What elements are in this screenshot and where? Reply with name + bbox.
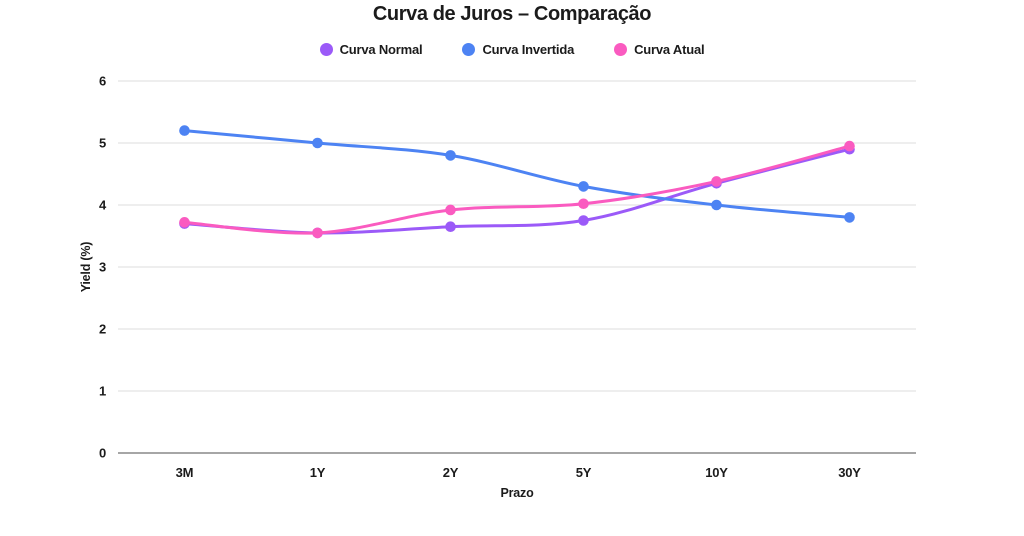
- x-tick-label-2Y: 2Y: [443, 465, 459, 480]
- y-tick-label-6: 6: [99, 74, 106, 89]
- legend-label: Curva Invertida: [482, 42, 575, 57]
- y-tick-label-2: 2: [99, 322, 106, 337]
- data-point-curva-invertida-3M[interactable]: [179, 125, 190, 136]
- x-tick-label-30Y: 30Y: [838, 465, 861, 480]
- legend-label: Curva Atual: [634, 42, 705, 57]
- series-line-curva-atual: [183, 144, 851, 235]
- data-point-curva-invertida-10Y[interactable]: [711, 199, 722, 211]
- data-point-curva-atual-30Y[interactable]: [844, 140, 855, 152]
- y-tick-label-1: 1: [99, 384, 106, 399]
- x-tick-label-10Y: 10Y: [705, 465, 728, 480]
- x-tick-label-5Y: 5Y: [576, 465, 592, 480]
- legend-swatch-circle-icon: [319, 43, 333, 56]
- data-point-curva-invertida-5Y[interactable]: [578, 181, 589, 192]
- data-point-curva-normal-5Y[interactable]: [578, 215, 589, 226]
- legend-label: Curva Normal: [339, 42, 423, 57]
- x-axis-title: Prazo: [500, 486, 534, 500]
- legend-item-curva-invertida[interactable]: Curva Invertida: [462, 42, 574, 57]
- data-point-curva-invertida-2Y[interactable]: [445, 150, 456, 161]
- chart-legend: Curva Normal Curva Invertida Curva Atual: [0, 42, 1024, 57]
- data-point-curva-atual-1Y[interactable]: [312, 227, 323, 239]
- data-point-curva-invertida-1Y[interactable]: [312, 137, 323, 149]
- legend-item-curva-atual[interactable]: Curva Atual: [614, 42, 705, 57]
- data-point-curva-atual-10Y[interactable]: [711, 176, 722, 187]
- y-tick-label-0: 0: [99, 446, 106, 461]
- x-tick-label-3M: 3M: [176, 465, 194, 480]
- chart-title: Curva de Juros – Comparação: [372, 3, 652, 25]
- series-line-curva-invertida: [183, 129, 851, 219]
- data-point-curva-atual-2Y[interactable]: [445, 204, 456, 216]
- y-tick-label-4: 4: [99, 198, 107, 213]
- legend-item-curva-normal[interactable]: Curva Normal: [319, 42, 423, 57]
- series-line-curva-normal: [183, 147, 851, 235]
- data-point-curva-normal-2Y[interactable]: [445, 221, 456, 232]
- y-axis-title: Yield (%): [79, 242, 93, 293]
- data-point-curva-atual-3M[interactable]: [179, 217, 190, 228]
- x-tick-label-1Y: 1Y: [310, 465, 326, 480]
- data-point-curva-invertida-30Y[interactable]: [844, 212, 855, 223]
- legend-swatch-circle-icon: [462, 43, 476, 56]
- data-point-curva-atual-5Y[interactable]: [578, 198, 589, 210]
- y-tick-label-3: 3: [99, 260, 106, 275]
- y-tick-label-5: 5: [99, 136, 106, 151]
- legend-swatch-circle-icon: [614, 43, 628, 56]
